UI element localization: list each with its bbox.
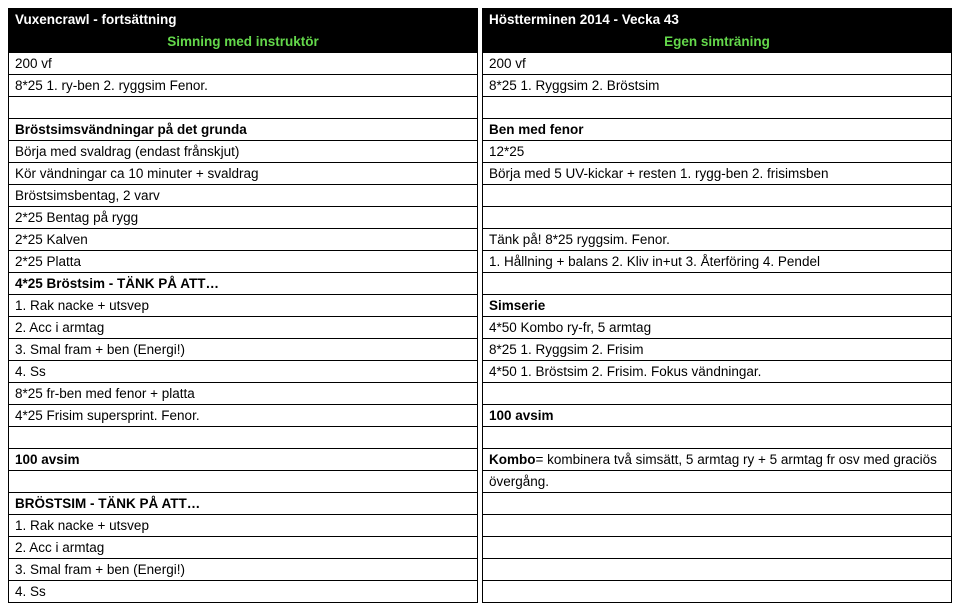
left-subtitle-row: Simning med instruktör (9, 31, 477, 53)
table-row: 4*25 Frisim supersprint. Fenor. (9, 405, 477, 427)
cell-text: 4*50 1. Bröstsim 2. Frisim. Fokus vändni… (489, 363, 761, 380)
table-row: 8*25 fr-ben med fenor + platta (9, 383, 477, 405)
right-title: Höstterminen 2014 - Vecka 43 (489, 11, 679, 28)
table-row (483, 97, 951, 119)
table-row (9, 471, 477, 493)
cell-text: 2*25 Bentag på rygg (15, 209, 138, 226)
cell-text: 3. Smal fram + ben (Energi!) (15, 561, 185, 578)
cell-text: 8*25 1. ry-ben 2. ryggsim Fenor. (15, 77, 208, 94)
cell-text: 2*25 Platta (15, 253, 81, 270)
table-row: 200 vf (9, 53, 477, 75)
table-row: 2. Acc i armtag (9, 317, 477, 339)
cell-text: 8*25 fr-ben med fenor + platta (15, 385, 195, 402)
cell-text: Ben med fenor (489, 121, 584, 138)
table-row (483, 383, 951, 405)
right-title-row: Höstterminen 2014 - Vecka 43 (483, 9, 951, 31)
table-row: 1. Rak nacke + utsvep (9, 295, 477, 317)
cell-text: 100 avsim (15, 451, 80, 468)
table-row: 200 vf (483, 53, 951, 75)
cell-text: 200 vf (15, 55, 52, 72)
table-row: 8*25 1. Ryggsim 2. Frisim (483, 339, 951, 361)
table-row: Bröstsimsbentag, 2 varv (9, 185, 477, 207)
cell-text: 2*25 Kalven (15, 231, 88, 248)
cell-text: Börja med svaldrag (endast frånskjut) (15, 143, 239, 160)
table-row: 4*25 Bröstsim - TÄNK PÅ ATT… (9, 273, 477, 295)
table-row (483, 581, 951, 603)
cell-text: 2. Acc i armtag (15, 319, 104, 336)
table-row: 2. Acc i armtag (9, 537, 477, 559)
table-row: 2*25 Platta (9, 251, 477, 273)
table-row: Tänk på! 8*25 ryggsim. Fenor. (483, 229, 951, 251)
cell-text: 1. Rak nacke + utsvep (15, 517, 149, 534)
table-row (483, 273, 951, 295)
table-row (483, 515, 951, 537)
cell-text: 4*25 Frisim supersprint. Fenor. (15, 407, 200, 424)
table-row: Simserie (483, 295, 951, 317)
cell-text: 4*50 Kombo ry-fr, 5 armtag (489, 319, 651, 336)
cell-text: övergång. (489, 473, 549, 490)
table-row: 4. Ss (9, 361, 477, 383)
cell-text: 4*25 Bröstsim - TÄNK PÅ ATT… (15, 275, 219, 292)
cell-text: Kör vändningar ca 10 minuter + svaldrag (15, 165, 259, 182)
table-row (483, 427, 951, 449)
cell-text: 200 vf (489, 55, 526, 72)
left-title-row: Vuxencrawl - fortsättning (9, 9, 477, 31)
table-row: Börja med 5 UV-kickar + resten 1. rygg-b… (483, 163, 951, 185)
left-subtitle: Simning med instruktör (167, 33, 319, 50)
table-row: 4*50 Kombo ry-fr, 5 armtag (483, 317, 951, 339)
table-row: 8*25 1. ry-ben 2. ryggsim Fenor. (9, 75, 477, 97)
right-subtitle-row: Egen simträning (483, 31, 951, 53)
table-row (483, 537, 951, 559)
table-row: 3. Smal fram + ben (Energi!) (9, 559, 477, 581)
left-column: Vuxencrawl - fortsättning Simning med in… (8, 8, 478, 603)
table-row (483, 559, 951, 581)
table-row: 4. Ss (9, 581, 477, 603)
cell-text: Simserie (489, 297, 545, 314)
table-row: 1. Rak nacke + utsvep (9, 515, 477, 537)
kombo-rest: = kombinera två simsätt, 5 armtag ry + 5… (536, 451, 937, 468)
table-row: 100 avsim (483, 405, 951, 427)
cell-text: BRÖSTSIM - TÄNK PÅ ATT… (15, 495, 200, 512)
table-row: Ben med fenor (483, 119, 951, 141)
table-row (9, 427, 477, 449)
cell-text: Börja med 5 UV-kickar + resten 1. rygg-b… (489, 165, 829, 182)
table-row (483, 185, 951, 207)
cell-text: Tänk på! 8*25 ryggsim. Fenor. (489, 231, 670, 248)
table-row: Kombo = kombinera två simsätt, 5 armtag … (483, 449, 951, 471)
cell-text: Bröstsimsvändningar på det grunda (15, 121, 247, 138)
cell-text: 4. Ss (15, 583, 46, 600)
cell-text: 3. Smal fram + ben (Energi!) (15, 341, 185, 358)
table-row: övergång. (483, 471, 951, 493)
table-row: 8*25 1. Ryggsim 2. Bröstsim (483, 75, 951, 97)
table-row (483, 493, 951, 515)
cell-text: 8*25 1. Ryggsim 2. Bröstsim (489, 77, 659, 94)
table-row: Börja med svaldrag (endast frånskjut) (9, 141, 477, 163)
table-row: 2*25 Kalven (9, 229, 477, 251)
left-title: Vuxencrawl - fortsättning (15, 11, 177, 28)
table-row: 3. Smal fram + ben (Energi!) (9, 339, 477, 361)
cell-text: 8*25 1. Ryggsim 2. Frisim (489, 341, 644, 358)
table-row: Bröstsimsvändningar på det grunda (9, 119, 477, 141)
cell-text: 2. Acc i armtag (15, 539, 104, 556)
table-row: Kör vändningar ca 10 minuter + svaldrag (9, 163, 477, 185)
cell-text: Bröstsimsbentag, 2 varv (15, 187, 160, 204)
cell-text: 1. Rak nacke + utsvep (15, 297, 149, 314)
table-row (9, 97, 477, 119)
cell-text: 100 avsim (489, 407, 554, 424)
table-row: 100 avsim (9, 449, 477, 471)
right-subtitle: Egen simträning (664, 33, 770, 50)
cell-text: 12*25 (489, 143, 524, 160)
table-row: 1. Hållning + balans 2. Kliv in+ut 3. Åt… (483, 251, 951, 273)
table-row: 12*25 (483, 141, 951, 163)
table-row (483, 207, 951, 229)
table-row: BRÖSTSIM - TÄNK PÅ ATT… (9, 493, 477, 515)
cell-text: 4. Ss (15, 363, 46, 380)
kombo-prefix: Kombo (489, 451, 536, 468)
cell-text: 1. Hållning + balans 2. Kliv in+ut 3. Åt… (489, 253, 820, 270)
table-row: 2*25 Bentag på rygg (9, 207, 477, 229)
table-row: 4*50 1. Bröstsim 2. Frisim. Fokus vändni… (483, 361, 951, 383)
right-column: Höstterminen 2014 - Vecka 43 Egen simträ… (482, 8, 952, 603)
